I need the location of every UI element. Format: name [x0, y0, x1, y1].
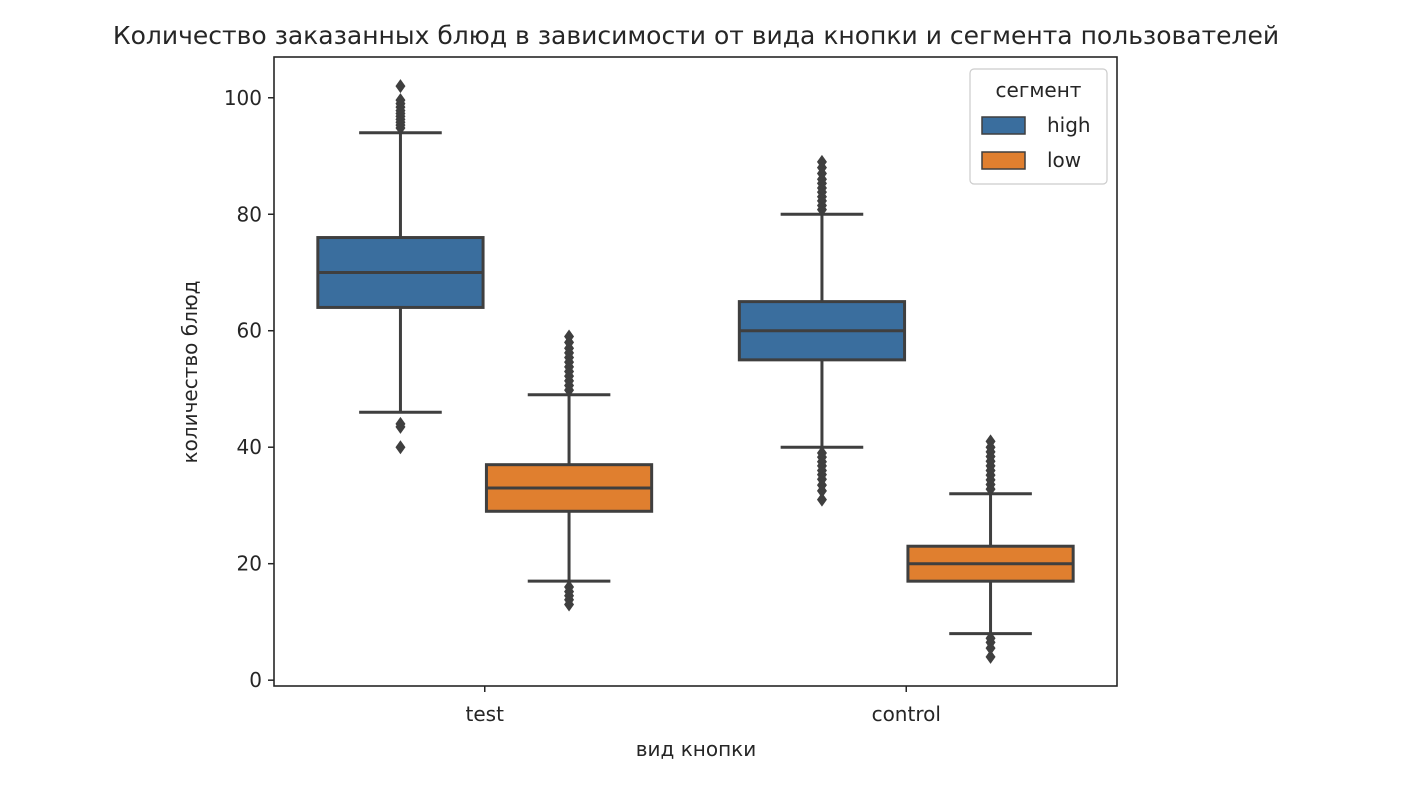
legend-swatch-high [981, 116, 1026, 135]
outlier-point [985, 434, 996, 449]
outlier-point [564, 329, 575, 344]
legend: сегмент high low [969, 68, 1108, 185]
outlier-point [395, 440, 406, 455]
box-high-control [737, 154, 907, 507]
outlier-point [985, 649, 996, 664]
y-axis-label: количество блюд [178, 280, 202, 463]
plot-area [316, 79, 1075, 664]
outlier-point [395, 416, 406, 431]
y-tick-label: 40 [237, 435, 262, 459]
y-tick-label: 60 [237, 319, 262, 343]
outlier-point [395, 93, 406, 108]
outlier-point [564, 579, 575, 594]
box-high-test [316, 79, 485, 455]
outlier-point [816, 446, 827, 461]
outlier-point [985, 631, 996, 646]
outlier-point [816, 492, 827, 507]
y-tick-label: 80 [237, 202, 262, 226]
chart-title: Количество заказанных блюд в зависимости… [113, 21, 1279, 50]
outlier-point [395, 79, 406, 94]
x-tick-label: test [466, 702, 505, 726]
legend-label-low: low [1047, 148, 1081, 172]
legend-label-high: high [1047, 113, 1091, 137]
y-tick-label: 20 [237, 552, 262, 576]
box-low-test [484, 329, 654, 612]
y-tick-label: 100 [224, 86, 262, 110]
box-low-control [906, 434, 1075, 664]
x-axis-label: вид кнопки [636, 737, 757, 761]
legend-title: сегмент [996, 78, 1082, 102]
plot-frame [273, 56, 1118, 687]
legend-swatch-low [981, 151, 1026, 170]
x-tick-label: control [872, 702, 941, 726]
y-tick-label: 0 [249, 668, 262, 692]
outlier-point [816, 154, 827, 169]
